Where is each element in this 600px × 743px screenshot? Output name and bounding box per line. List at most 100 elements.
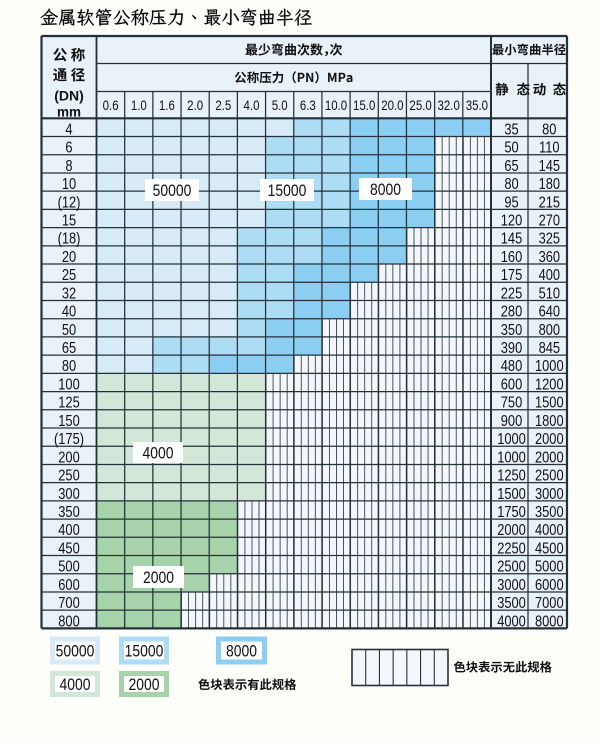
svg-text:3000: 3000 bbox=[497, 577, 526, 594]
svg-text:10.0: 10.0 bbox=[325, 97, 347, 113]
svg-text:300: 300 bbox=[58, 486, 79, 503]
svg-text:700: 700 bbox=[58, 595, 79, 612]
svg-text:0.6: 0.6 bbox=[103, 97, 119, 113]
svg-text:350: 350 bbox=[58, 504, 79, 521]
svg-text:50000: 50000 bbox=[153, 182, 192, 201]
svg-text:640: 640 bbox=[539, 303, 560, 320]
svg-text:32: 32 bbox=[62, 285, 76, 302]
svg-text:4500: 4500 bbox=[535, 540, 564, 557]
svg-text:145: 145 bbox=[539, 158, 560, 175]
svg-text:(18): (18) bbox=[58, 231, 81, 248]
svg-text:35.0: 35.0 bbox=[466, 97, 488, 113]
svg-text:2.0: 2.0 bbox=[187, 97, 203, 113]
svg-text:10: 10 bbox=[62, 176, 76, 193]
svg-text:270: 270 bbox=[539, 212, 560, 229]
svg-text:8000: 8000 bbox=[370, 181, 401, 200]
svg-text:2000: 2000 bbox=[497, 522, 526, 539]
svg-text:250: 250 bbox=[58, 467, 79, 484]
svg-text:2250: 2250 bbox=[497, 540, 526, 557]
svg-text:25.0: 25.0 bbox=[409, 97, 431, 113]
svg-text:4000: 4000 bbox=[143, 444, 174, 463]
svg-text:600: 600 bbox=[501, 376, 522, 393]
svg-text:(175): (175) bbox=[54, 431, 84, 448]
svg-text:1500: 1500 bbox=[535, 395, 564, 412]
svg-text:(12): (12) bbox=[58, 194, 81, 211]
svg-text:510: 510 bbox=[539, 285, 560, 302]
svg-text:50: 50 bbox=[62, 322, 76, 339]
svg-text:145: 145 bbox=[501, 231, 522, 248]
svg-text:160: 160 bbox=[501, 249, 522, 266]
svg-text:mm: mm bbox=[57, 104, 81, 119]
svg-text:(DN): (DN) bbox=[54, 87, 84, 103]
svg-text:5000: 5000 bbox=[535, 558, 564, 575]
svg-text:4000: 4000 bbox=[60, 676, 91, 695]
svg-text:1750: 1750 bbox=[497, 504, 526, 521]
svg-text:7000: 7000 bbox=[535, 595, 564, 612]
svg-text:180: 180 bbox=[539, 176, 560, 193]
svg-text:400: 400 bbox=[58, 522, 79, 539]
svg-text:845: 845 bbox=[539, 340, 560, 357]
svg-text:20.0: 20.0 bbox=[381, 97, 403, 113]
svg-text:175: 175 bbox=[501, 267, 522, 284]
svg-text:215: 215 bbox=[539, 194, 560, 211]
svg-text:95: 95 bbox=[504, 194, 518, 211]
svg-text:6.3: 6.3 bbox=[300, 97, 316, 113]
svg-text:6000: 6000 bbox=[535, 577, 564, 594]
svg-text:80: 80 bbox=[62, 358, 76, 375]
svg-text:125: 125 bbox=[58, 395, 79, 412]
svg-text:2000: 2000 bbox=[535, 431, 564, 448]
svg-text:3000: 3000 bbox=[535, 486, 564, 503]
svg-text:100: 100 bbox=[58, 376, 79, 393]
svg-text:900: 900 bbox=[501, 413, 522, 430]
svg-text:25: 25 bbox=[62, 267, 76, 284]
svg-text:5.0: 5.0 bbox=[272, 97, 288, 113]
svg-text:15000: 15000 bbox=[268, 182, 307, 201]
svg-text:200: 200 bbox=[58, 449, 79, 466]
svg-text:450: 450 bbox=[58, 540, 79, 557]
svg-text:4.0: 4.0 bbox=[244, 97, 260, 113]
svg-text:35: 35 bbox=[504, 121, 518, 138]
svg-text:65: 65 bbox=[62, 340, 76, 357]
svg-text:280: 280 bbox=[501, 303, 522, 320]
svg-text:3500: 3500 bbox=[497, 595, 526, 612]
svg-text:15: 15 bbox=[62, 212, 76, 229]
svg-text:4000: 4000 bbox=[497, 613, 526, 630]
svg-text:120: 120 bbox=[501, 212, 522, 229]
svg-text:8000: 8000 bbox=[535, 613, 564, 630]
svg-text:15.0: 15.0 bbox=[353, 97, 375, 113]
svg-text:80: 80 bbox=[504, 176, 518, 193]
svg-text:50000: 50000 bbox=[56, 642, 95, 661]
svg-text:360: 360 bbox=[539, 249, 560, 266]
svg-text:65: 65 bbox=[504, 158, 518, 175]
svg-text:6: 6 bbox=[65, 139, 72, 156]
svg-text:400: 400 bbox=[539, 267, 560, 284]
svg-text:1200: 1200 bbox=[535, 376, 564, 393]
svg-text:32.0: 32.0 bbox=[438, 97, 460, 113]
svg-text:800: 800 bbox=[58, 613, 79, 630]
svg-text:20: 20 bbox=[62, 249, 76, 266]
svg-text:1800: 1800 bbox=[535, 413, 564, 430]
svg-text:325: 325 bbox=[539, 231, 560, 248]
svg-text:150: 150 bbox=[58, 413, 79, 430]
svg-text:800: 800 bbox=[539, 322, 560, 339]
svg-text:500: 500 bbox=[58, 558, 79, 575]
svg-text:1000: 1000 bbox=[497, 431, 526, 448]
svg-text:4000: 4000 bbox=[535, 522, 564, 539]
svg-text:1.6: 1.6 bbox=[159, 97, 175, 113]
svg-text:8: 8 bbox=[65, 158, 72, 175]
svg-text:2000: 2000 bbox=[535, 449, 564, 466]
svg-text:2000: 2000 bbox=[143, 569, 174, 588]
svg-text:110: 110 bbox=[539, 139, 560, 156]
svg-text:350: 350 bbox=[501, 322, 522, 339]
svg-text:2500: 2500 bbox=[497, 558, 526, 575]
svg-text:1.0: 1.0 bbox=[131, 97, 147, 113]
svg-text:225: 225 bbox=[501, 285, 522, 302]
svg-text:40: 40 bbox=[62, 303, 76, 320]
svg-text:2000: 2000 bbox=[129, 676, 160, 695]
svg-text:15000: 15000 bbox=[125, 642, 164, 661]
svg-text:1000: 1000 bbox=[535, 358, 564, 375]
svg-text:390: 390 bbox=[501, 340, 522, 357]
svg-text:2500: 2500 bbox=[535, 467, 564, 484]
svg-text:4: 4 bbox=[65, 121, 72, 138]
svg-text:750: 750 bbox=[501, 395, 522, 412]
